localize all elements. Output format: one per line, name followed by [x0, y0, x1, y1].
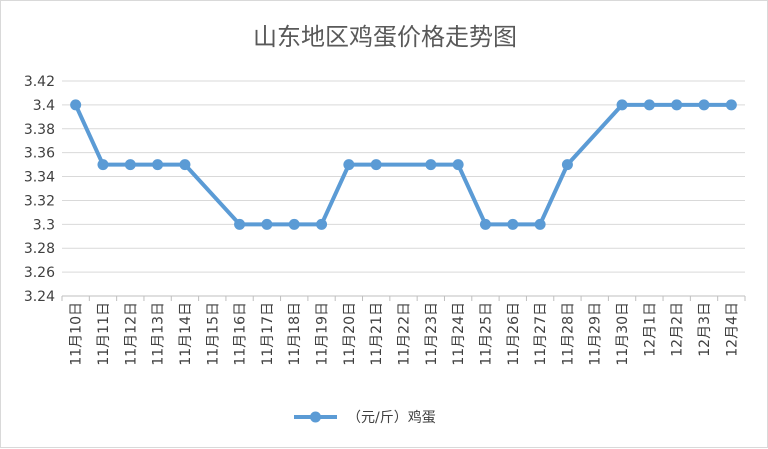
- x-axis: [61, 295, 746, 301]
- x-tick-label: 11月30日: [615, 302, 631, 366]
- x-tick-label: 11月10日: [69, 302, 85, 366]
- data-point: [725, 99, 737, 111]
- data-point: [370, 159, 382, 171]
- x-tick-label: 11月11日: [96, 302, 112, 366]
- data-point: [616, 99, 628, 111]
- x-tick-label: 11月22日: [397, 302, 413, 366]
- chart-title: 山东地区鸡蛋价格走势图: [253, 23, 517, 51]
- data-point: [261, 218, 273, 230]
- x-tick-label: 12月4日: [724, 302, 740, 357]
- x-tick-label: 11月18日: [287, 302, 303, 366]
- x-tick-label: 11月20日: [342, 302, 358, 366]
- legend: （元/斤）鸡蛋: [294, 409, 436, 426]
- data-point: [179, 159, 191, 171]
- data-point: [97, 159, 109, 171]
- x-tick-label: 11月24日: [451, 302, 467, 366]
- data-point: [534, 218, 546, 230]
- x-tick-label: 11月13日: [151, 302, 167, 366]
- data-point: [507, 218, 519, 230]
- data-point: [452, 159, 464, 171]
- x-tick-label: 11月19日: [315, 302, 331, 366]
- data-point: [234, 218, 246, 230]
- y-tick-label: 3.28: [24, 241, 55, 257]
- data-point: [343, 159, 355, 171]
- y-axis: 3.24 3.26 3.28 3.3 3.32 3.34 3.36 3.38 3.4 3.42: [24, 74, 55, 305]
- x-tick-label: 11月15日: [205, 302, 221, 366]
- x-tick-label: 11月28日: [560, 302, 576, 366]
- x-tick-label: 11月14日: [178, 302, 194, 366]
- data-point: [671, 99, 683, 111]
- y-tick-label: 3.32: [24, 193, 55, 209]
- x-tick-label: 11月26日: [506, 302, 522, 366]
- data-point: [124, 159, 136, 171]
- y-tick-label: 3.3: [33, 217, 55, 233]
- series-layer: [70, 99, 737, 230]
- x-tick-label: 11月23日: [424, 302, 440, 366]
- x-tick-label: 11月16日: [233, 302, 249, 366]
- y-tick-label: 3.26: [24, 265, 55, 281]
- data-point: [152, 159, 164, 171]
- x-tick-label: 12月3日: [697, 302, 713, 357]
- series-line: [73, 102, 734, 227]
- x-tick-label: 11月29日: [588, 302, 604, 366]
- data-point: [288, 218, 300, 230]
- data-point: [561, 159, 573, 171]
- data-point: [425, 159, 437, 171]
- gridlines: [62, 80, 745, 273]
- data-point: [316, 218, 328, 230]
- x-tick-labels: 11月10日 11月11日 11月12日 11月13日 11月14日 11月15日 11月1…: [69, 302, 741, 366]
- x-tick-label: 11月27日: [533, 302, 549, 366]
- y-tick-label: 3.24: [24, 289, 55, 305]
- y-tick-label: 3.36: [24, 146, 55, 162]
- x-tick-label: 11月17日: [260, 302, 276, 366]
- data-point: [643, 99, 655, 111]
- x-tick-label: 11月21日: [369, 302, 385, 366]
- x-tick-label: 11月12日: [123, 302, 139, 366]
- y-tick-label: 3.34: [24, 170, 55, 186]
- x-tick-label: 11月25日: [478, 302, 494, 366]
- x-tick-label: 12月1日: [642, 302, 658, 357]
- y-tick-label: 3.4: [33, 98, 55, 114]
- x-tick-label: 12月2日: [670, 302, 686, 357]
- y-tick-label: 3.42: [24, 74, 55, 90]
- legend-label: （元/斤）鸡蛋: [347, 409, 436, 426]
- data-point: [70, 99, 82, 111]
- y-tick-label: 3.38: [24, 122, 55, 138]
- data-point: [479, 218, 491, 230]
- legend-dot-marker: [310, 411, 321, 423]
- data-point: [698, 99, 710, 111]
